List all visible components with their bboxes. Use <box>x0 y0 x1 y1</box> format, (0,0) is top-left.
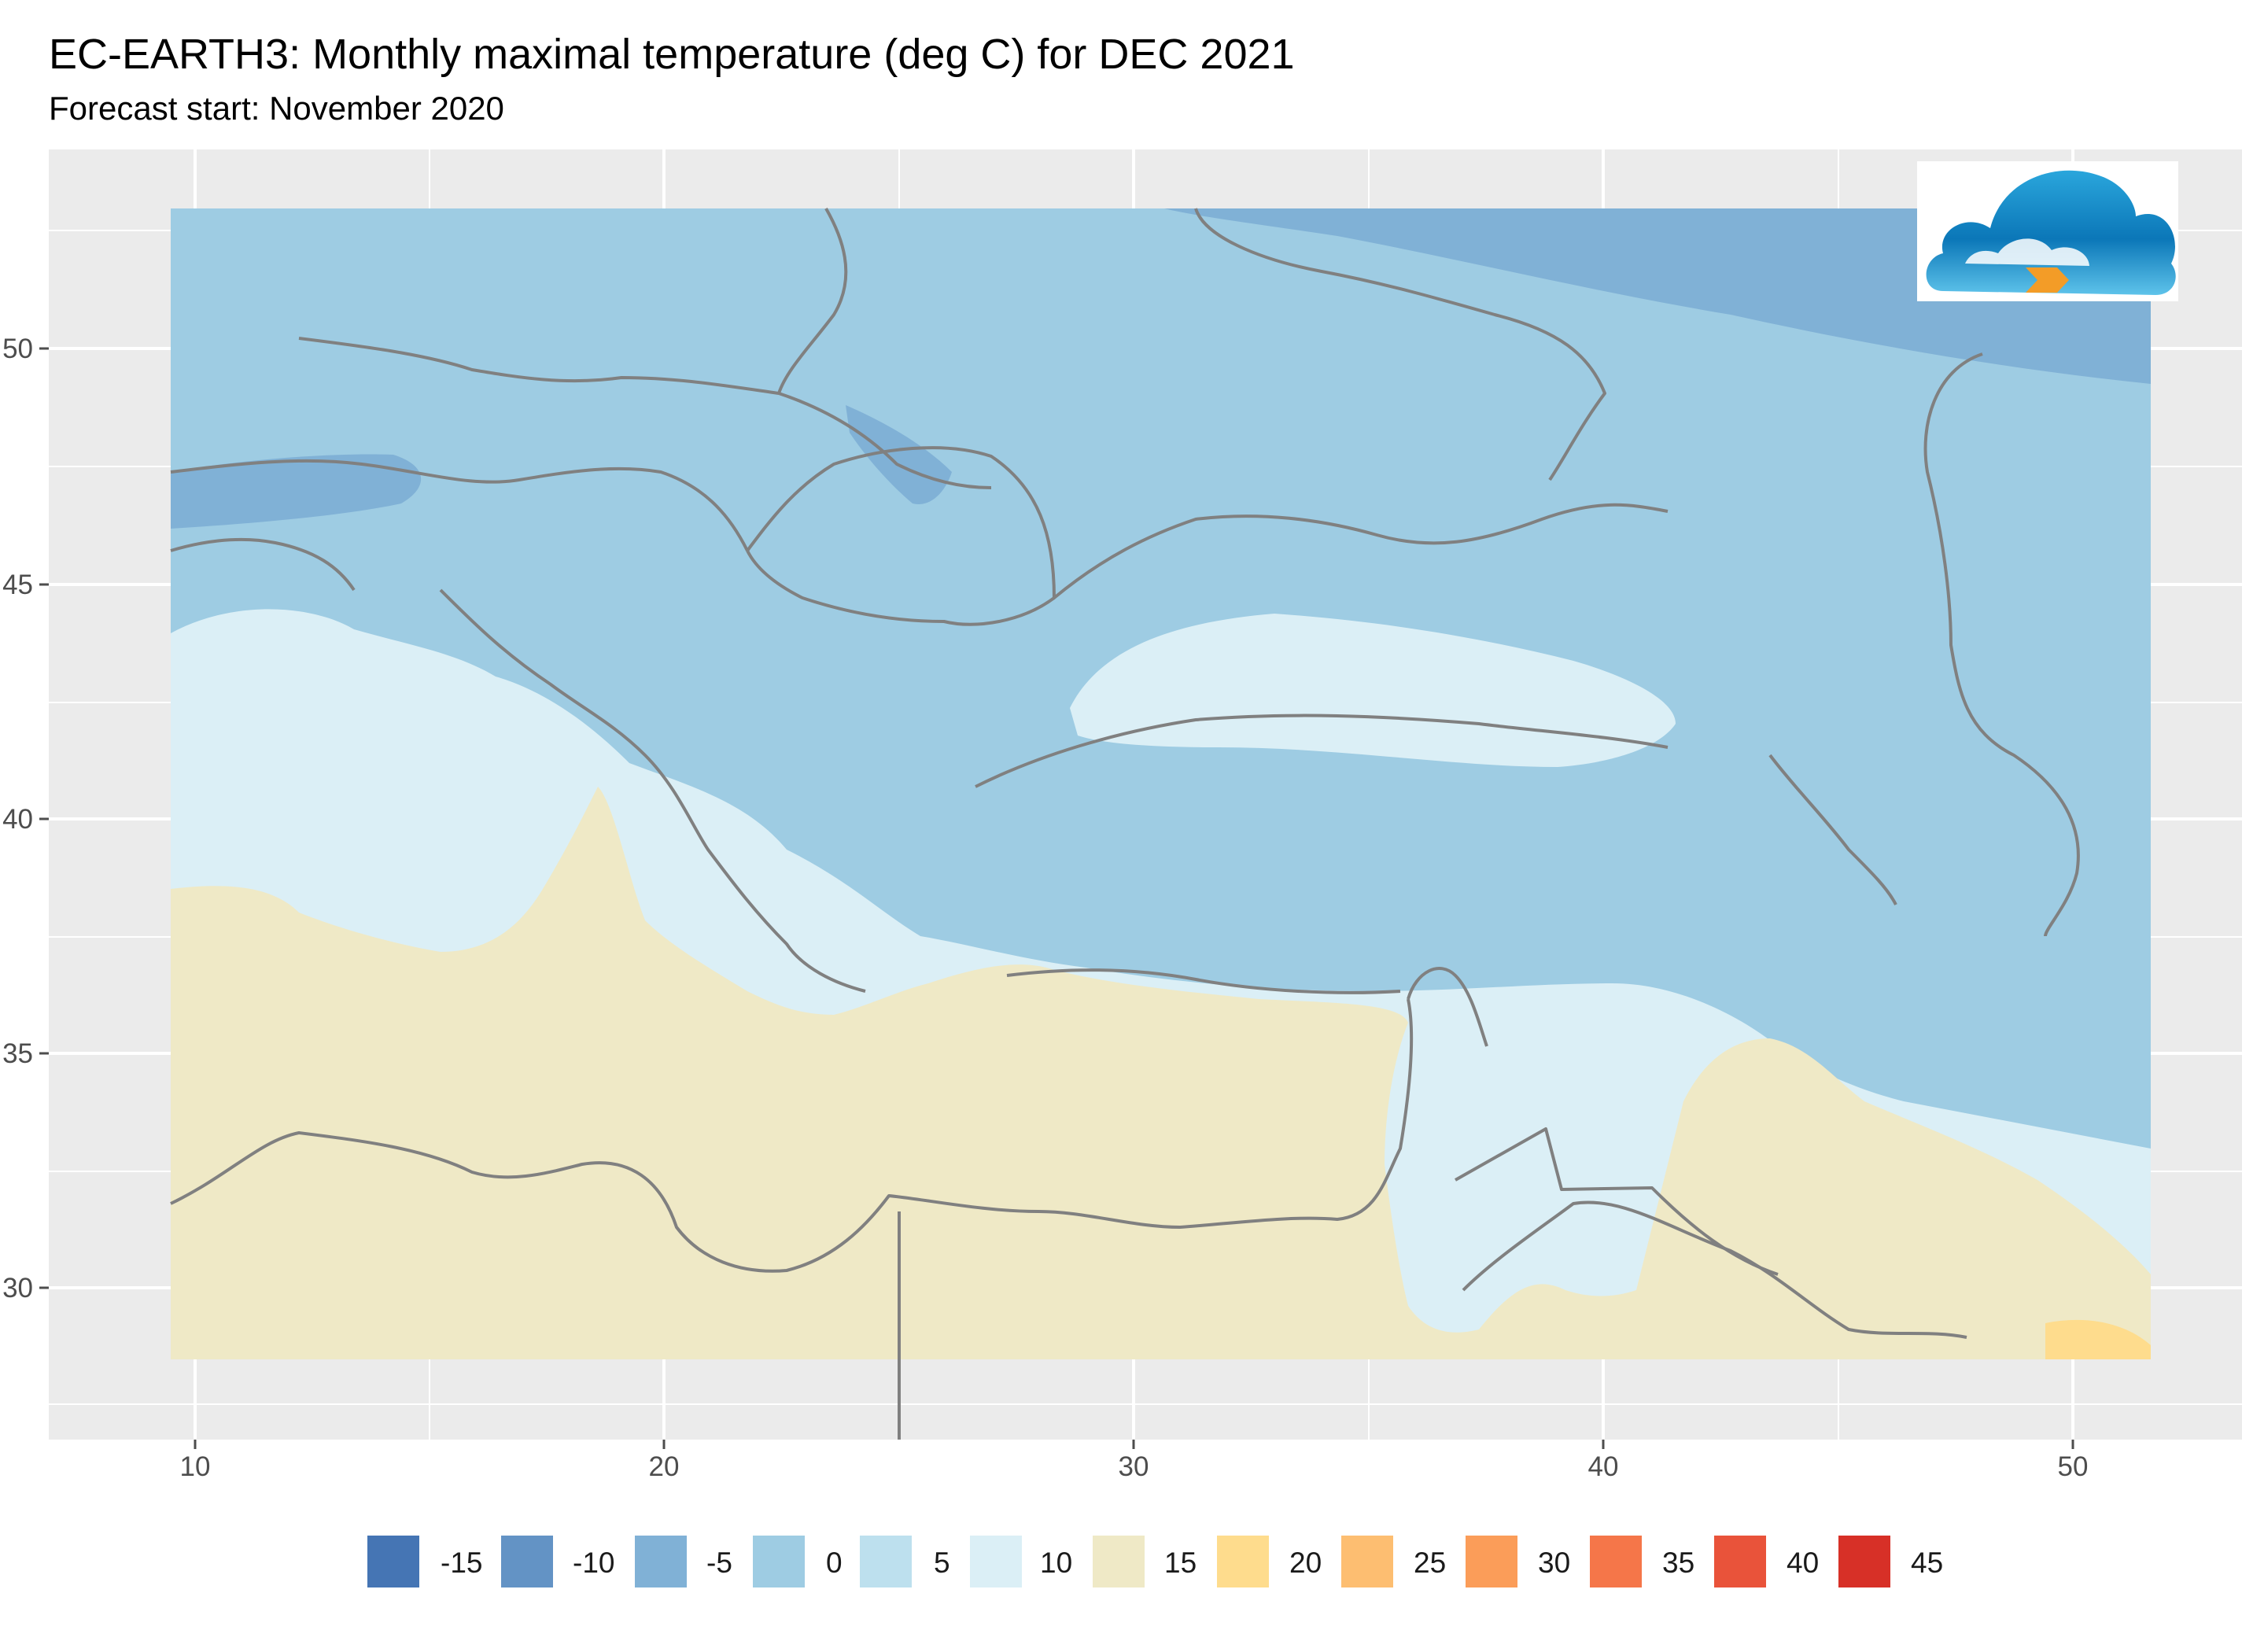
y-tick-label: 35 <box>2 1038 33 1069</box>
legend-label: 40 <box>1787 1547 1819 1579</box>
legend-swatch <box>1714 1536 1766 1587</box>
legend-swatch <box>635 1536 687 1587</box>
y-tick-label: 50 <box>2 334 33 364</box>
legend-swatch <box>1466 1536 1517 1587</box>
legend-swatch <box>367 1536 419 1587</box>
page-subtitle: Forecast start: November 2020 <box>49 90 504 127</box>
legend-swatch <box>1217 1536 1269 1587</box>
legend: -15 -10 -5 0 5 10 15 20 25 30 35 40 45 <box>367 1536 1943 1587</box>
legend-label: 35 <box>1662 1547 1694 1579</box>
page-title: EC-EARTH3: Monthly maximal temperature (… <box>49 31 1295 78</box>
contour-band-15-africa <box>171 787 2151 1359</box>
legend-label: 0 <box>826 1547 843 1579</box>
y-tick-label: 30 <box>2 1273 33 1304</box>
legend-swatch <box>970 1536 1022 1587</box>
border-iraq-syria <box>1455 1127 1779 1276</box>
x-tick-label: 50 <box>2058 1451 2089 1482</box>
y-axis: 30 35 40 45 50 <box>2 334 49 1304</box>
x-tick-label: 30 <box>1119 1451 1149 1482</box>
country-borders <box>170 208 2080 1440</box>
legend-swatch <box>1838 1536 1890 1587</box>
y-tick-label: 40 <box>2 804 33 835</box>
legend-label: 5 <box>934 1547 950 1579</box>
x-axis: 10 20 30 40 50 <box>180 1440 2089 1482</box>
border-armenia <box>1768 754 1897 905</box>
legend-swatch <box>1590 1536 1642 1587</box>
coastline-turkey-south <box>1006 968 1401 994</box>
coastline-north-africa <box>170 998 1414 1273</box>
contour-band-20-south-east <box>2045 1319 2151 1359</box>
contour-band-neg5-carpathians <box>846 405 952 504</box>
border-romania <box>746 446 1056 626</box>
coastline-black-sea-north <box>1053 503 1669 599</box>
legend-swatch <box>753 1536 805 1587</box>
coastline-balkans <box>439 588 866 993</box>
legend-label: 10 <box>1040 1547 1072 1579</box>
contour-band-neg5-north <box>1164 208 2151 384</box>
contour-band-neg5-alps <box>171 454 422 529</box>
legend-swatch <box>501 1536 553 1587</box>
border-poland <box>777 208 848 394</box>
border-ukraine-russia <box>1194 208 1606 481</box>
legend-label: 20 <box>1289 1547 1322 1579</box>
legend-label: 45 <box>1911 1547 1943 1579</box>
coastline-turkey-north <box>975 714 1669 788</box>
legend-label: -15 <box>441 1547 482 1579</box>
coastline-levant <box>1407 967 1488 1047</box>
legend-label: 30 <box>1538 1547 1570 1579</box>
legend-label: -5 <box>706 1547 732 1579</box>
y-tick-label: 45 <box>2 570 33 600</box>
legend-swatch <box>1093 1536 1145 1587</box>
x-tick-label: 20 <box>649 1451 680 1482</box>
legend-swatch <box>1341 1536 1393 1587</box>
logo <box>1917 161 2178 301</box>
temperature-contours <box>171 208 2151 1359</box>
border-italy <box>170 537 356 592</box>
legend-label: -10 <box>573 1547 614 1579</box>
border-alps <box>170 459 749 551</box>
legend-label: 15 <box>1164 1547 1197 1579</box>
legend-label: 25 <box>1414 1547 1446 1579</box>
x-tick-label: 10 <box>180 1451 211 1482</box>
coastline-caspian <box>1923 352 2080 937</box>
x-tick-label: 40 <box>1588 1451 1619 1482</box>
border-central-europe <box>298 337 992 489</box>
legend-swatch <box>860 1536 912 1587</box>
